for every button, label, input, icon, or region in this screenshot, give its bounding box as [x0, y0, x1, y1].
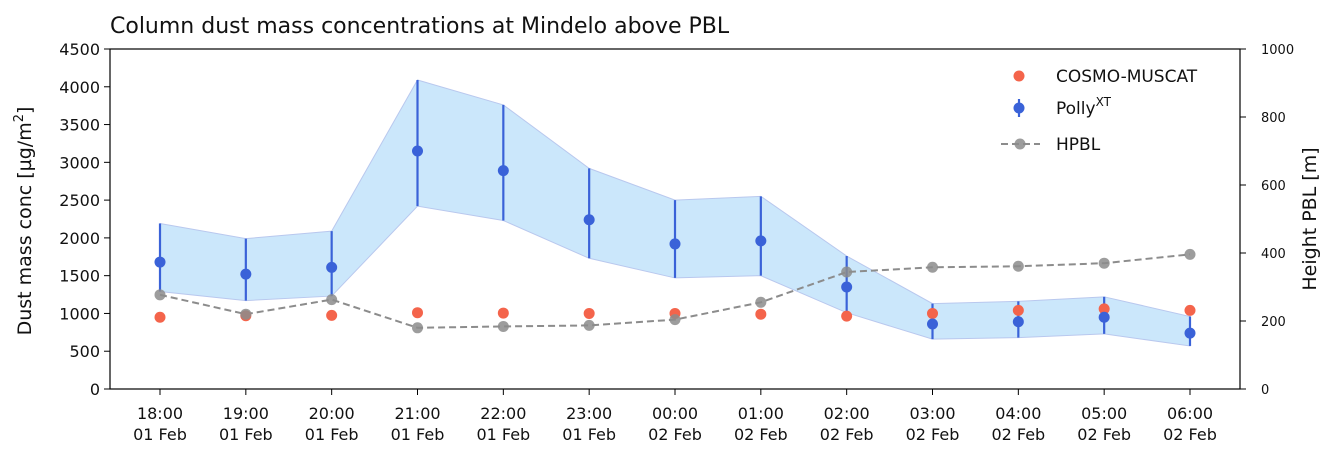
legend-polly-marker	[1013, 102, 1025, 114]
y-tick-label: 1500	[59, 267, 100, 286]
cosmo-muscat-point	[927, 307, 938, 319]
x-tick-label-time: 22:00	[480, 404, 526, 423]
hpbl-point	[1098, 257, 1110, 269]
polly-point	[326, 261, 338, 273]
cosmo-muscat-point	[412, 307, 423, 319]
cosmo-muscat-point	[755, 308, 767, 320]
polly-point	[927, 318, 938, 330]
hpbl-point	[583, 319, 595, 331]
polly-point	[240, 268, 252, 280]
y2-axis-label: Height PBL [m]	[1299, 147, 1321, 290]
x-tick-label-time: 05:00	[1081, 404, 1127, 423]
legend-cosmo-muscat-label: COSMO-MUSCAT	[1056, 67, 1198, 87]
legend-cosmo-muscat-marker	[1013, 70, 1025, 82]
x-tick-label-date: 01 Feb	[562, 425, 616, 444]
y-axis-label: Dust mass conc [µg/m2]	[12, 107, 36, 336]
axes: 0 500 1000 1500 2000 2500 3000 3500 4000 4500 0 200…	[12, 40, 1321, 444]
x-tick-label-date: 01 Feb	[219, 425, 273, 444]
polly-point	[497, 165, 509, 177]
x-tick-label-date: 02 Feb	[734, 425, 788, 444]
y2-tick-label: 800	[1261, 111, 1286, 126]
hpbl-point	[240, 308, 252, 320]
y2-tick-label: 600	[1261, 179, 1286, 194]
polly-point	[154, 256, 166, 268]
y-tick-label: 500	[69, 342, 100, 361]
cosmo-muscat-point	[583, 307, 595, 319]
x-tick-label-time: 19:00	[223, 404, 269, 423]
x-tick-label-date: 01 Feb	[133, 425, 187, 444]
y-tick-label: 4500	[59, 40, 100, 59]
x-tick-label-time: 23:00	[566, 404, 612, 423]
x-tick-label-time: 20:00	[309, 404, 355, 423]
hpbl-point	[927, 261, 938, 273]
cosmo-muscat-point	[1098, 303, 1110, 315]
legend-hpbl-marker	[1014, 138, 1026, 150]
x-tick-label-date: 02 Feb	[1163, 425, 1217, 444]
hpbl-point	[755, 296, 767, 308]
x-tick-label-time: 06:00	[1167, 404, 1213, 423]
y-tick-label: 3500	[59, 116, 100, 135]
x-tick-label-date: 02 Feb	[648, 425, 702, 444]
x-tick-label-time: 02:00	[824, 404, 870, 423]
y2-tick-label: 200	[1261, 315, 1286, 330]
cosmo-muscat-point	[326, 309, 338, 321]
y-tick-label: 4000	[59, 78, 100, 97]
y-tick-label: 3000	[59, 153, 100, 172]
x-tick-label-date: 01 Feb	[391, 425, 445, 444]
cosmo-muscat-point	[1012, 304, 1024, 316]
polly-point	[755, 235, 767, 247]
hpbl-point	[412, 322, 423, 334]
chart-title: Column dust mass concentrations at Minde…	[110, 14, 730, 39]
x-tick-label-time: 04:00	[995, 404, 1041, 423]
x-tick-label-time: 21:00	[394, 404, 440, 423]
hpbl-point	[841, 266, 853, 278]
x-tick-label-date: 01 Feb	[305, 425, 359, 444]
legend: COSMO-MUSCAT PollyXT HPBL	[1001, 67, 1198, 155]
y2-tick-label: 1000	[1261, 43, 1294, 58]
cosmo-muscat-point	[1184, 304, 1196, 316]
x-tick-label-date: 02 Feb	[820, 425, 874, 444]
x-tick-label-time: 18:00	[137, 404, 183, 423]
polly-point	[841, 281, 853, 293]
hpbl-point	[669, 314, 681, 326]
x-tick-label-date: 02 Feb	[1077, 425, 1131, 444]
x-tick-label-time: 00:00	[652, 404, 698, 423]
x-tick-label-time: 03:00	[909, 404, 955, 423]
polly-point	[1184, 327, 1196, 339]
series-layer	[154, 79, 1196, 346]
hpbl-point	[497, 320, 509, 332]
legend-polly-label: PollyXT	[1056, 95, 1112, 119]
cosmo-muscat-point	[841, 310, 853, 322]
hpbl-point	[1012, 260, 1024, 272]
hpbl-point	[1184, 248, 1196, 260]
y2-tick-label: 0	[1261, 383, 1269, 398]
x-tick-label-date: 01 Feb	[476, 425, 530, 444]
cosmo-muscat-point	[497, 307, 509, 319]
hpbl-point	[326, 294, 338, 306]
polly-point	[1012, 316, 1024, 328]
polly-point	[583, 214, 595, 226]
cosmo-muscat-point	[154, 311, 166, 323]
x-tick-label-date: 02 Feb	[991, 425, 1045, 444]
y-tick-label: 0	[90, 380, 100, 399]
polly-point	[1098, 311, 1110, 323]
y-tick-label: 1000	[59, 304, 100, 323]
polly-point	[412, 145, 423, 157]
x-tick-label-date: 02 Feb	[906, 425, 960, 444]
polly-point	[669, 238, 681, 250]
x-tick-label-time: 01:00	[738, 404, 784, 423]
y2-tick-label: 400	[1261, 247, 1286, 262]
y-tick-label: 2500	[59, 191, 100, 210]
legend-hpbl-label: HPBL	[1056, 135, 1101, 155]
hpbl-point	[154, 289, 166, 301]
y-tick-label: 2000	[59, 229, 100, 248]
